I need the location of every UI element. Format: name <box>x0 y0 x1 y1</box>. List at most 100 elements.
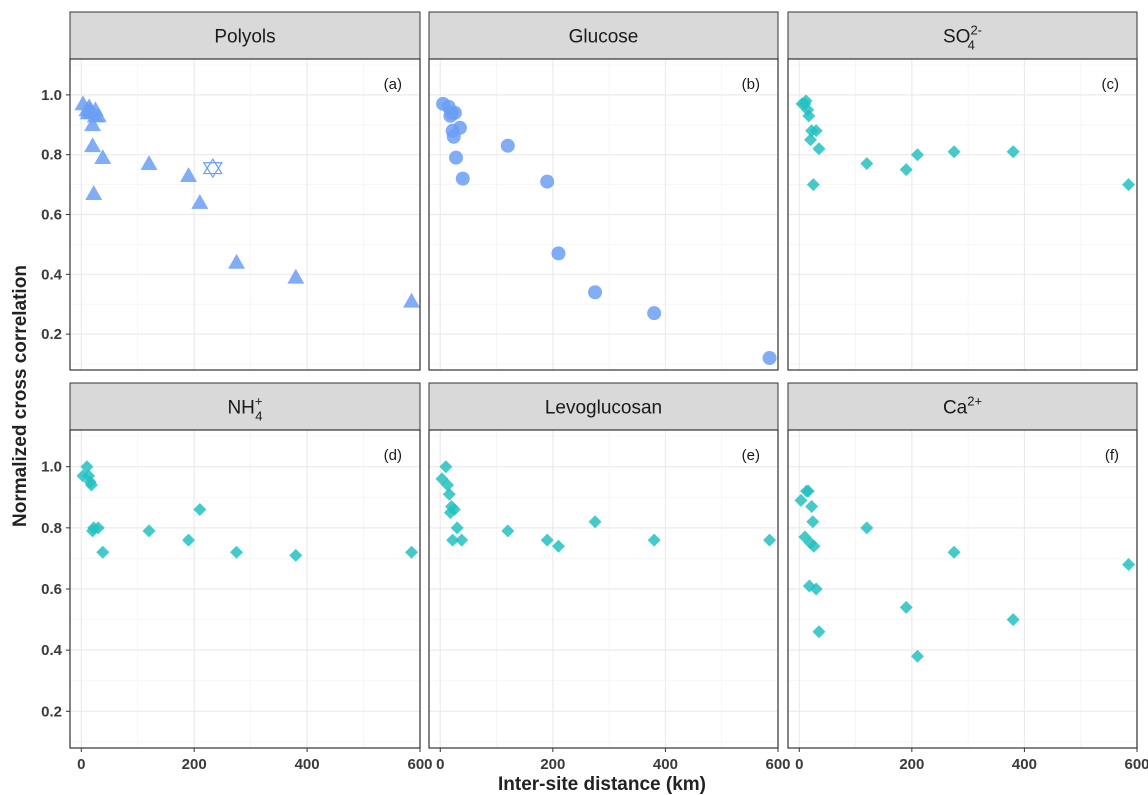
data-point <box>86 101 104 117</box>
facet-title: SO2-4 <box>943 23 982 53</box>
data-point <box>193 503 207 516</box>
data-point <box>1006 613 1020 627</box>
y-tick-label: 0.8 <box>41 147 62 164</box>
data-point <box>809 582 823 596</box>
facet-strip <box>428 11 779 60</box>
panel-border <box>428 58 779 371</box>
x-axis-ticks: 0 200 400 600 0 200 400 600 0 200 400 600 <box>77 748 1148 773</box>
panel-tag: (d) <box>384 447 402 464</box>
data-point <box>182 533 196 547</box>
data-point <box>80 460 94 474</box>
data-point <box>446 533 460 547</box>
y-tick-label: 0.6 <box>41 581 62 598</box>
points-group <box>435 460 777 553</box>
panel-tag: (f) <box>1105 447 1119 464</box>
panels-layer: Polyols (a) Glucose (b) SO2-4 (c) NH+ 4 (d) Levog… <box>69 11 1138 749</box>
x-tick-label: 400 <box>1012 756 1037 773</box>
data-point <box>860 157 874 171</box>
data-point <box>647 533 661 547</box>
data-point <box>588 515 602 529</box>
panel-tag: (b) <box>742 76 760 93</box>
data-point <box>442 487 456 501</box>
panel-a: Polyols (a) <box>69 11 421 371</box>
y-axis-ticks: 0.2 0.4 0.6 0.8 1.0 0.2 0.4 0.6 0.8 1.0 <box>41 87 70 720</box>
highlight-point <box>202 158 223 179</box>
data-point <box>947 545 961 559</box>
data-point <box>439 460 453 474</box>
panel-tag: (e) <box>742 447 760 464</box>
data-point <box>647 306 662 321</box>
data-point <box>500 138 515 153</box>
panel-d: NH+ 4 (d) <box>69 382 421 749</box>
data-point <box>447 503 461 516</box>
facet-title: Levoglucosan <box>545 398 662 419</box>
data-point <box>802 109 816 123</box>
y-tick-label: 1.0 <box>41 87 62 104</box>
facet-title: NH+ 4 <box>227 394 262 424</box>
data-point <box>807 539 821 553</box>
data-point <box>551 246 566 261</box>
y-tick-label: 0.6 <box>41 207 62 224</box>
points-group <box>794 484 1136 663</box>
data-point <box>551 539 565 553</box>
data-point <box>191 194 209 209</box>
data-point <box>455 533 469 547</box>
data-point <box>447 105 462 120</box>
panel-border <box>428 429 779 749</box>
points-group <box>436 96 777 366</box>
data-point <box>84 478 98 492</box>
data-point <box>91 521 105 535</box>
data-point <box>812 142 826 156</box>
x-tick-label: 0 <box>795 756 803 773</box>
data-point <box>455 171 470 186</box>
data-point <box>1122 178 1136 192</box>
points-group <box>795 94 1136 192</box>
data-point <box>763 533 777 547</box>
data-point <box>403 292 421 308</box>
facet-title: Glucose <box>569 27 639 48</box>
data-point <box>287 268 305 284</box>
data-point <box>812 625 826 639</box>
data-point <box>899 600 913 614</box>
data-point <box>588 285 603 300</box>
panel-border <box>787 429 1138 749</box>
y-tick-label: 0.2 <box>41 703 62 720</box>
y-axis-title: Normalized cross correlation <box>10 265 31 527</box>
data-point <box>405 545 419 559</box>
data-point <box>441 478 455 492</box>
facet-strip <box>69 11 421 60</box>
data-point <box>96 545 110 559</box>
x-tick-label: 200 <box>540 756 565 773</box>
data-point <box>910 649 924 663</box>
data-point <box>805 499 819 513</box>
data-point <box>762 351 777 366</box>
x-tick-label: 200 <box>899 756 924 773</box>
data-point <box>85 185 103 200</box>
data-point <box>540 174 555 189</box>
x-tick-label: 600 <box>1124 756 1148 773</box>
panel-b: Glucose (b) <box>428 11 779 371</box>
y-tick-label: 1.0 <box>41 459 62 476</box>
panel-c: SO2-4 (c) <box>787 11 1138 371</box>
data-point <box>94 149 112 165</box>
data-point <box>230 545 244 559</box>
panel-f: Ca2+ (f) <box>787 382 1138 749</box>
y-tick-label: 0.2 <box>41 326 62 343</box>
panel-e: Levoglucosan (e) <box>428 382 779 749</box>
panel-border <box>787 58 1138 371</box>
data-point <box>140 155 158 171</box>
data-point <box>289 548 303 562</box>
x-tick-label: 200 <box>182 756 207 773</box>
points-group <box>76 460 419 562</box>
facet-strip <box>787 11 1138 60</box>
x-tick-label: 600 <box>407 756 432 773</box>
data-point <box>910 148 924 162</box>
data-point <box>142 524 156 538</box>
data-point <box>794 493 808 507</box>
data-point <box>1122 558 1136 572</box>
data-point <box>84 116 102 132</box>
data-point <box>899 163 913 177</box>
x-tick-label: 400 <box>295 756 320 773</box>
data-point <box>806 178 820 192</box>
facet-title: Ca2+ <box>943 394 982 419</box>
